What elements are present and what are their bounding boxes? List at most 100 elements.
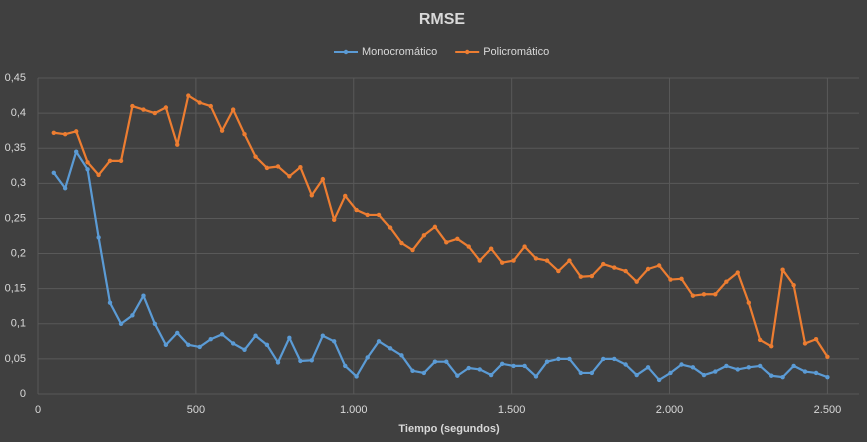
data-point: [466, 244, 471, 249]
data-point: [455, 236, 460, 242]
data-point: [253, 333, 258, 338]
data-point: [511, 258, 516, 263]
data-point: [679, 362, 684, 367]
data-point: [186, 93, 191, 98]
data-point: [589, 370, 595, 376]
data-point: [130, 103, 135, 109]
data-point: [343, 193, 348, 199]
data-point: [399, 353, 404, 358]
data-point: [825, 354, 830, 359]
data-point: [645, 365, 651, 370]
data-point: [51, 170, 56, 175]
data-point: [320, 176, 326, 182]
data-point: [275, 360, 281, 365]
data-point: [96, 235, 101, 240]
data-point: [331, 339, 337, 344]
data-point: [724, 279, 729, 284]
legend-label: Monocromático: [362, 46, 437, 58]
data-point: [62, 186, 68, 191]
data-point: [365, 355, 370, 360]
data-point: [130, 313, 135, 318]
data-point: [634, 279, 639, 284]
data-point: [612, 356, 617, 362]
data-point: [522, 363, 527, 369]
data-point: [656, 377, 662, 383]
data-point: [410, 247, 415, 253]
data-point: [825, 374, 830, 380]
data-point: [499, 260, 505, 265]
data-point: [556, 268, 561, 274]
data-point: [713, 369, 718, 374]
data-point: [567, 356, 572, 362]
data-point: [634, 372, 639, 378]
data-point: [656, 263, 662, 268]
y-tick-label: 0,05: [5, 353, 26, 365]
data-point: [769, 344, 774, 349]
data-point: [488, 246, 494, 251]
data-point: [813, 370, 819, 376]
data-point: [578, 370, 584, 376]
data-point: [253, 154, 258, 159]
data-point: [780, 374, 785, 380]
y-tick-label: 0,3: [11, 177, 26, 189]
data-point: [623, 268, 628, 274]
data-point: [556, 356, 561, 362]
data-point: [287, 335, 292, 341]
data-point: [74, 149, 79, 154]
x-tick-label: 2.500: [814, 404, 842, 416]
data-point: [331, 217, 337, 223]
y-tick-label: 0,4: [11, 107, 26, 119]
data-point: [141, 293, 146, 298]
data-point: [242, 347, 247, 352]
data-point: [376, 339, 382, 344]
data-point: [74, 129, 79, 134]
data-point: [601, 261, 606, 267]
data-point: [197, 344, 202, 350]
data-point: [668, 277, 673, 282]
data-point: [118, 158, 124, 164]
data-point: [309, 193, 314, 198]
data-point: [499, 361, 505, 367]
data-point: [567, 258, 572, 263]
legend-marker: [343, 49, 349, 55]
data-point: [612, 265, 617, 270]
data-point: [421, 233, 427, 238]
data-point: [444, 359, 449, 364]
data-point: [197, 100, 202, 105]
data-point: [85, 160, 90, 165]
data-point: [813, 337, 819, 342]
data-point: [51, 130, 56, 135]
data-point: [791, 282, 796, 288]
legend-marker: [465, 49, 470, 55]
data-point: [511, 363, 516, 369]
data-point: [163, 105, 169, 110]
data-point: [275, 164, 281, 169]
data-point: [85, 167, 90, 172]
data-point: [802, 341, 808, 346]
data-point: [62, 131, 68, 137]
y-tick-label: 0,45: [5, 72, 26, 84]
data-point: [354, 207, 359, 213]
data-point: [791, 363, 796, 369]
y-tick-label: 0,15: [5, 283, 26, 295]
data-point: [746, 300, 751, 305]
data-point: [208, 337, 213, 342]
y-tick-label: 0,1: [11, 318, 26, 330]
series-line: [53, 94, 829, 358]
data-point: [175, 330, 180, 336]
data-point: [141, 107, 146, 112]
data-point: [208, 103, 213, 109]
legend-label: Policromático: [483, 46, 549, 58]
data-point: [589, 273, 595, 279]
data-point: [309, 358, 314, 363]
data-point: [242, 131, 247, 137]
data-point: [410, 368, 415, 374]
data-point: [780, 267, 785, 272]
x-axis-label: Tiempo (segundos): [398, 423, 500, 435]
x-tick-label: 1.500: [498, 404, 526, 416]
data-point: [298, 164, 303, 170]
data-point: [421, 370, 427, 376]
data-point: [230, 341, 236, 346]
series-line: [52, 150, 828, 382]
